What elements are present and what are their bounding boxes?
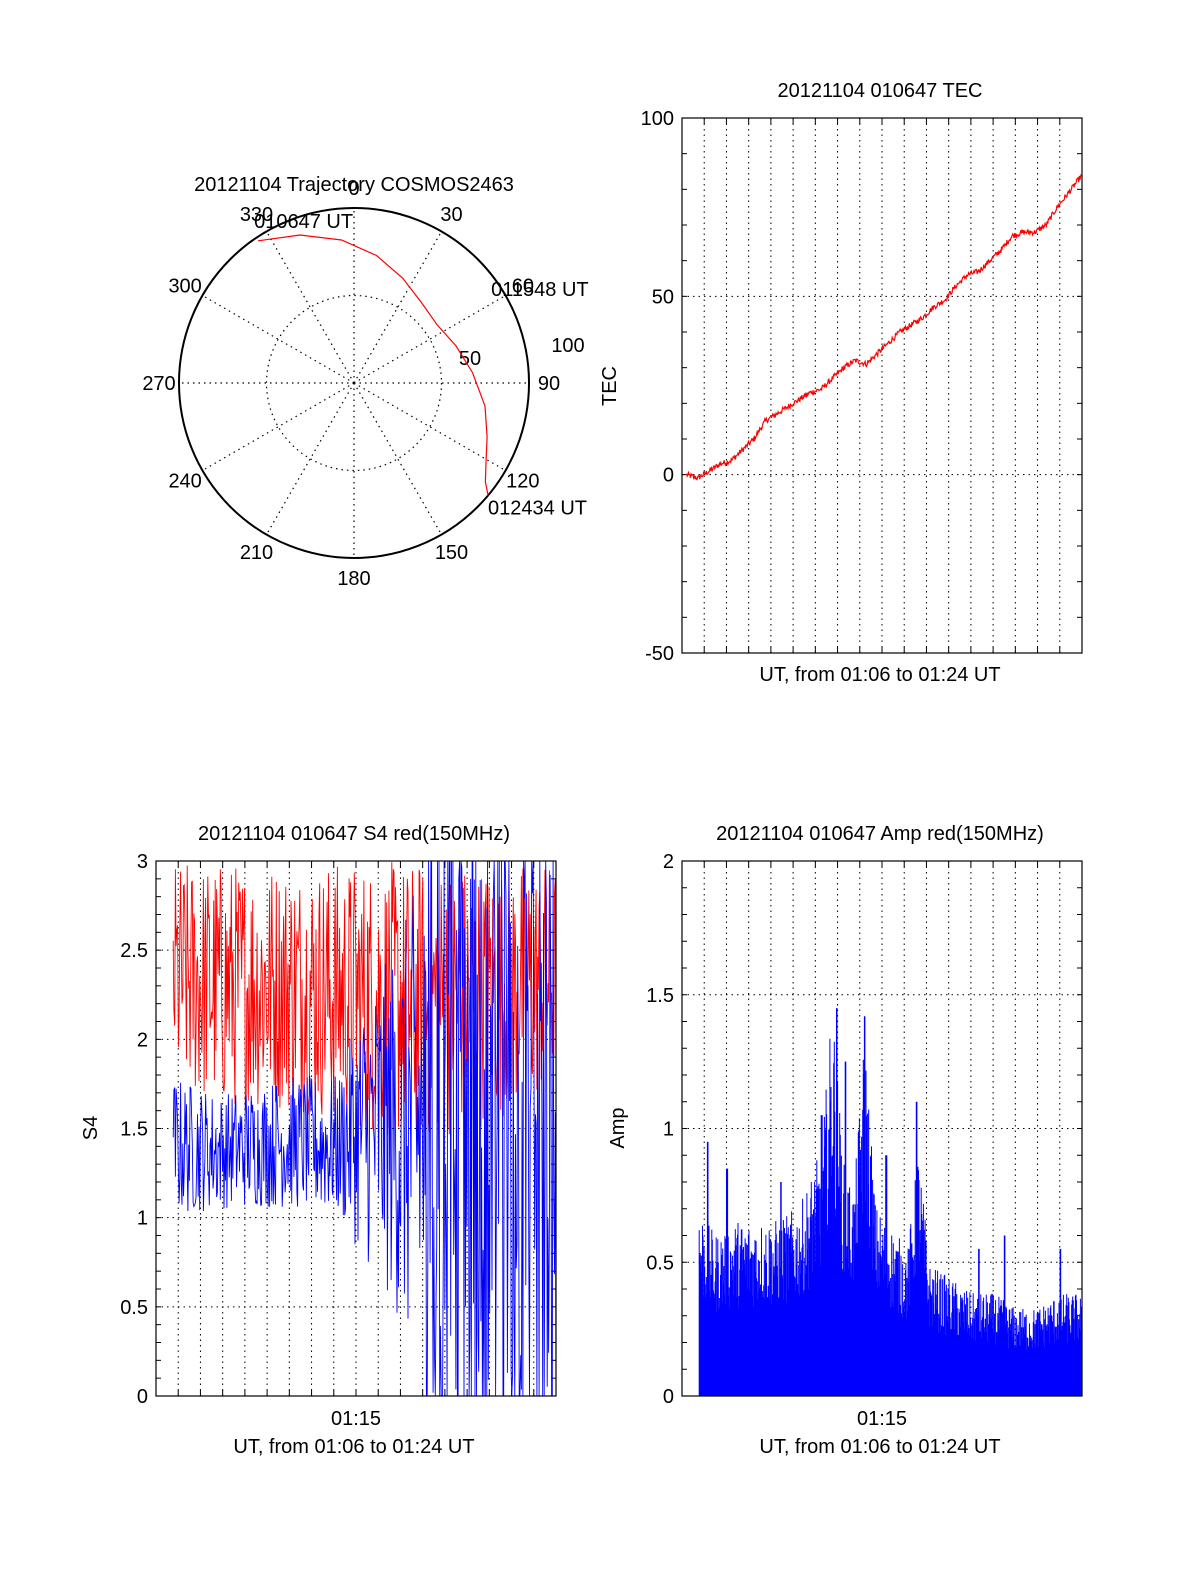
polar-spoke <box>202 382 355 472</box>
trajectory-annotation: 010647 UT <box>254 211 353 233</box>
trajectory-panel: 20121104 Trajectory COSMOS2463 0 30 60 90 12… <box>142 174 588 590</box>
s4-ylabel: S4 <box>80 1116 102 1140</box>
s4-xtick-label: 01:15 <box>331 1408 381 1430</box>
tec-title: 20121104 010647 TEC <box>778 80 983 102</box>
s4-blue-line <box>172 860 557 1397</box>
polar-angle-label: 300 <box>168 276 201 298</box>
amp-ytick-label: 2 <box>663 851 674 873</box>
amp-title: 20121104 010647 Amp red(150MHz) <box>716 823 1044 845</box>
amp-panel: 20121104 010647 Amp red(150MHz) 0 0.5 1 1.5… <box>607 823 1083 1458</box>
polar-angle-label: 0 <box>348 178 359 200</box>
amp-ylabel: Amp <box>607 1107 629 1148</box>
polar-angle-label: 150 <box>435 542 468 564</box>
amp-ytick-label: 1 <box>663 1119 674 1141</box>
s4-ytick-label: 0.5 <box>120 1297 148 1319</box>
polar-angle-label: 30 <box>440 204 462 226</box>
amp-axes-frame <box>681 860 1083 1397</box>
tec-ytick-label: -50 <box>645 643 674 665</box>
tec-series-line <box>685 172 1083 481</box>
trajectory-annotation: 011548 UT <box>491 279 588 301</box>
tec-ytick-label: 100 <box>641 108 674 130</box>
polar-angle-label: 120 <box>506 471 539 493</box>
polar-angle-label: 210 <box>240 542 273 564</box>
amp-xlabel: UT, from 01:06 to 01:24 UT <box>759 1436 1000 1458</box>
tec-ylabel: TEC <box>599 366 621 406</box>
polar-angle-labels: 0 30 60 90 120 150 180 210 240 270 300 330 50 100 <box>142 178 584 590</box>
polar-grid <box>179 208 529 558</box>
polar-spoke <box>265 382 355 535</box>
s4-axes-frame <box>155 860 557 1397</box>
amp-blue-series <box>698 1008 1083 1396</box>
s4-blue-series <box>172 860 557 1397</box>
s4-ytick-label: 0 <box>137 1386 148 1408</box>
polar-angle-label: 270 <box>142 373 175 395</box>
tec-xlabel: UT, from 01:06 to 01:24 UT <box>759 664 1000 686</box>
trajectory-annotation: 012434 UT <box>488 497 587 519</box>
amp-y-ticks: 0 0.5 1 1.5 2 <box>646 851 674 1408</box>
polar-spoke <box>353 382 506 472</box>
tec-panel: 20121104 010647 TEC 100 50 0 -50 TEC UT, fr… <box>599 80 1083 686</box>
trajectory-line <box>258 234 489 496</box>
polar-outer-circle <box>178 207 530 559</box>
polar-radial-label: 50 <box>459 348 481 370</box>
amp-ytick-label: 1.5 <box>646 985 674 1007</box>
tec-ytick-label: 50 <box>652 286 674 308</box>
tec-y-ticks: 100 50 0 -50 <box>641 108 674 665</box>
s4-title: 20121104 010647 S4 red(150MHz) <box>198 823 510 845</box>
polar-spoke <box>353 382 443 535</box>
s4-xlabel: UT, from 01:06 to 01:24 UT <box>233 1436 474 1458</box>
s4-ytick-label: 2 <box>137 1029 148 1051</box>
s4-ytick-label: 1 <box>137 1208 148 1230</box>
s4-ytick-label: 1.5 <box>120 1119 148 1141</box>
amp-ytick-label: 0 <box>663 1386 674 1408</box>
tec-axes-frame <box>681 117 1083 654</box>
polar-inner-circle <box>265 294 443 472</box>
polar-angle-label: 60 <box>512 276 534 298</box>
s4-ytick-label: 2.5 <box>120 940 148 962</box>
polar-spoke <box>265 231 355 384</box>
amp-ytick-label: 0.5 <box>646 1252 674 1274</box>
polar-angle-label: 240 <box>168 471 201 493</box>
polar-radial-label: 100 <box>551 335 584 357</box>
polar-angle-label: 90 <box>538 373 560 395</box>
polar-angle-label: 330 <box>240 204 273 226</box>
polar-spoke <box>353 294 506 384</box>
amp-xtick-label: 01:15 <box>857 1408 907 1430</box>
trajectory-title: 20121104 Trajectory COSMOS2463 <box>194 174 514 196</box>
s4-ytick-label: 3 <box>137 851 148 873</box>
trajectory-annotations: 010647 UT 011548 UT 012434 UT <box>254 211 589 520</box>
tec-grid <box>682 118 1082 653</box>
s4-y-ticks: 0 0.5 1 1.5 2 2.5 3 <box>120 851 148 1408</box>
amp-bars <box>698 1008 1083 1396</box>
tec-ytick-label: 0 <box>663 465 674 487</box>
s4-panel: 20121104 010647 S4 red(150MHz) 0 0.5 1 1.5 2… <box>80 823 557 1458</box>
polar-angle-label: 180 <box>337 568 370 590</box>
